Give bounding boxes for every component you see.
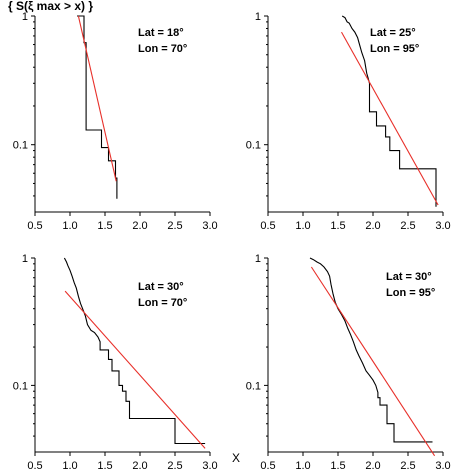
y-tick-label: 1: [255, 11, 261, 23]
y-tick-label: 0.1: [13, 380, 28, 392]
panel-annotation: Lat = 30°: [138, 281, 184, 293]
fitted-line: [77, 15, 117, 182]
x-tick-label: 3.0: [435, 220, 450, 232]
x-tick-label: 1.5: [97, 220, 112, 232]
x-tick-label: 2.0: [365, 220, 380, 232]
fitted-line: [64, 290, 206, 449]
x-tick-label: 0.5: [260, 220, 275, 232]
panel-annotation: Lon = 70°: [138, 43, 187, 55]
x-tick-label: 2.0: [132, 220, 147, 232]
x-tick-label: 1.5: [330, 220, 345, 232]
panel-lat30-lon70: 0.5 1.0 1.5 2.0 2.5 3.0 1 0.1 Lat = 30° Lon = 70°: [13, 253, 218, 472]
y-tick-label: 1: [22, 253, 28, 265]
x-tick-label: 2.5: [167, 220, 182, 232]
x-tick-label: 2.0: [132, 460, 147, 472]
x-tick-label: 3.0: [435, 460, 450, 472]
panel-annotation: Lat = 30°: [386, 271, 432, 283]
panel-lat18-lon70: 0.5 1.0 1.5 2.0 2.5 3.0 1 0.1 Lat = 18° Lon = 70°: [13, 11, 218, 232]
x-tick-label: 2.0: [365, 460, 380, 472]
panel-annotation: Lat = 18°: [138, 27, 184, 39]
panel-lat30-lon95: 0.5 1.0 1.5 2.0 2.5 3.0 1 0.1 Lat = 30° Lon = 95°: [246, 253, 451, 472]
panel-annotation: Lon = 95°: [386, 287, 435, 299]
y-tick-label: 0.1: [246, 140, 261, 152]
x-tick-label: 1.0: [62, 460, 77, 472]
x-tick-label: 0.5: [27, 460, 42, 472]
empirical-step-line: [63, 257, 206, 445]
x-tick-label: 2.5: [400, 460, 415, 472]
x-tick-label: 2.5: [400, 220, 415, 232]
fitted-line: [310, 266, 436, 457]
x-tick-label: 1.5: [330, 460, 345, 472]
y-tick-label: 1: [255, 253, 261, 265]
empirical-step-line: [309, 257, 433, 443]
panel-annotation: Lat = 25°: [370, 27, 416, 39]
empirical-step-line: [77, 15, 118, 199]
fitted-line: [341, 31, 439, 206]
panel-lat25-lon95: 0.5 1.0 1.5 2.0 2.5 3.0 1 0.1 Lat = 25° Lon = 95°: [246, 11, 451, 232]
x-tick-label: 0.5: [27, 220, 42, 232]
y-tick-label: 0.1: [13, 140, 28, 152]
x-tick-label: 1.0: [295, 220, 310, 232]
x-tick-label: 1.0: [295, 460, 310, 472]
x-axis-label: X: [232, 451, 240, 465]
panel-annotation: Lon = 70°: [138, 297, 187, 309]
x-tick-label: 0.5: [260, 460, 275, 472]
x-tick-label: 2.5: [167, 460, 182, 472]
x-tick-label: 1.0: [62, 220, 77, 232]
y-tick-label: 0.1: [246, 380, 261, 392]
x-tick-label: 1.5: [97, 460, 112, 472]
panel-annotation: Lon = 95°: [370, 43, 419, 55]
x-tick-label: 3.0: [202, 220, 217, 232]
x-tick-label: 3.0: [202, 460, 217, 472]
header-fragment: { S(ξ max > x) }: [8, 0, 93, 13]
y-tick-label: 1: [22, 11, 28, 23]
